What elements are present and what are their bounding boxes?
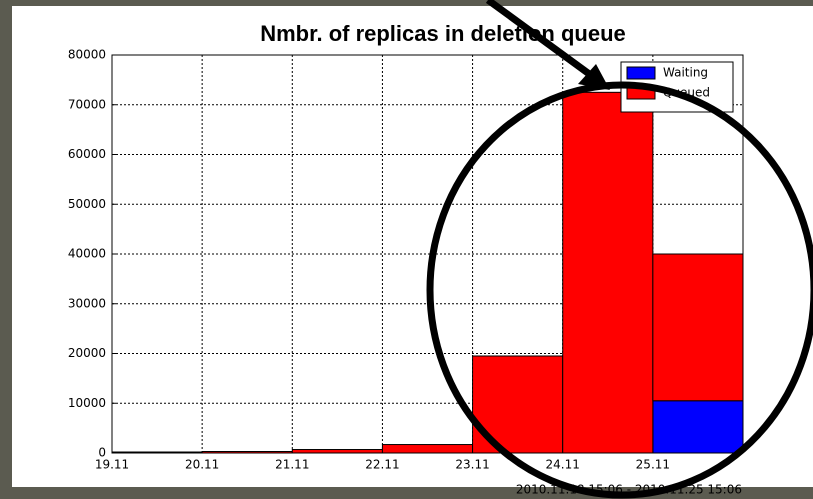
bar xyxy=(562,91,654,454)
x-tick-label: 24.11 xyxy=(546,458,580,472)
highlight-circle xyxy=(426,81,813,499)
y-tick-label: 50000 xyxy=(68,197,106,211)
bar xyxy=(381,444,474,454)
bar xyxy=(652,400,744,454)
bar xyxy=(652,253,744,402)
x-tick-label: 25.11 xyxy=(636,458,670,472)
y-tick-label: 30000 xyxy=(68,296,106,310)
y-tick-label: 10000 xyxy=(68,396,106,410)
y-tick-label: 80000 xyxy=(68,48,106,62)
arrow-shaft xyxy=(485,0,595,79)
x-tick-label: 21.11 xyxy=(275,458,309,472)
legend-label: Waiting xyxy=(663,66,708,80)
legend-swatch xyxy=(626,66,656,80)
plot-frame xyxy=(111,54,744,454)
bar xyxy=(291,449,383,454)
arrow-head xyxy=(578,64,610,90)
x-tick-label: 23.11 xyxy=(455,458,489,472)
y-tick-label: 60000 xyxy=(68,147,106,161)
y-tick-label: 70000 xyxy=(68,97,106,111)
chart-title: Nmbr. of replicas in deletion queue xyxy=(260,21,626,46)
y-tick-label: 40000 xyxy=(68,247,106,261)
y-tick-label: 20000 xyxy=(68,346,106,360)
x-tick-label: 19.11 xyxy=(95,458,129,472)
y-tick-label: 0 xyxy=(98,446,106,460)
x-tick-label: 22.11 xyxy=(365,458,399,472)
x-tick-label: 20.11 xyxy=(185,458,219,472)
